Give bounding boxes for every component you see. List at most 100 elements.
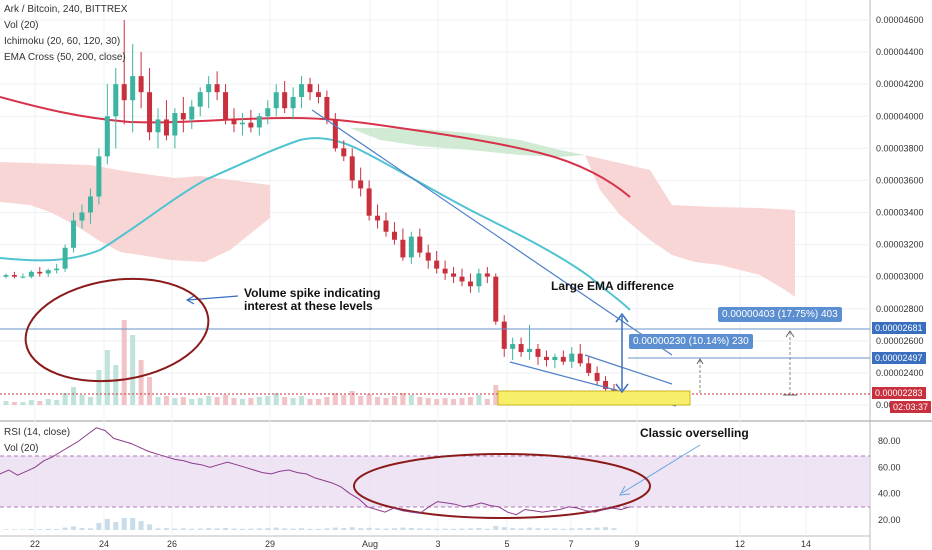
rsi-volume-bar bbox=[87, 528, 93, 530]
rsi-volume-bar bbox=[603, 527, 609, 530]
time-axis[interactable]: 22 24 26 29 Aug 3 5 7 9 12 14 bbox=[30, 539, 811, 549]
overselling-arrow bbox=[621, 444, 701, 494]
time-tick-label: 3 bbox=[435, 539, 440, 549]
rsi-volume-bar bbox=[569, 528, 575, 530]
rsi-volume-bar bbox=[484, 528, 490, 530]
volume-bar bbox=[163, 396, 169, 405]
candle-body bbox=[214, 84, 220, 93]
rsi-volume-bar bbox=[104, 519, 110, 530]
candle-body bbox=[231, 119, 237, 125]
legend-rsi-vol[interactable]: Vol (20) bbox=[4, 443, 39, 454]
volume-bar bbox=[79, 395, 85, 405]
measure-ema-difference[interactable] bbox=[615, 312, 629, 394]
rsi-ellipse[interactable] bbox=[353, 453, 651, 519]
rsi-tick-label: 20.00 bbox=[878, 515, 901, 525]
time-tick-label: 29 bbox=[265, 539, 275, 549]
rsi-tick-label: 60.00 bbox=[878, 462, 901, 472]
candle-body bbox=[28, 271, 34, 277]
time-tick-label: 24 bbox=[99, 539, 109, 549]
candle-body bbox=[20, 276, 26, 278]
rsi-volume-bar bbox=[341, 528, 347, 530]
volume-bar bbox=[11, 402, 17, 405]
rsi-volume-bar bbox=[527, 527, 533, 530]
candle-body bbox=[552, 356, 558, 361]
volume-bar bbox=[206, 396, 212, 405]
time-tick-label: 5 bbox=[504, 539, 509, 549]
candle-body bbox=[341, 148, 347, 157]
rsi-volume-bar bbox=[62, 527, 68, 530]
candle-body bbox=[467, 281, 473, 287]
rsi-volume-bar bbox=[180, 528, 186, 530]
candle-body bbox=[476, 273, 482, 287]
candle-body bbox=[434, 260, 440, 269]
candle-body bbox=[391, 231, 397, 240]
legend-ema-cross[interactable]: EMA Cross (50, 200, close) bbox=[4, 52, 126, 63]
volume-bar bbox=[349, 391, 355, 405]
upper-trendline[interactable] bbox=[311, 109, 673, 356]
candle-body bbox=[501, 321, 507, 349]
rsi-volume-bar bbox=[543, 528, 549, 530]
price-tick-label: 0.00003800 bbox=[876, 143, 924, 153]
volume-bar bbox=[239, 399, 245, 405]
ema-difference-note: Large EMA difference bbox=[551, 279, 674, 293]
price-tick-label: 0.00003400 bbox=[876, 208, 924, 218]
channel-trendline[interactable] bbox=[584, 354, 673, 385]
candle-body bbox=[3, 275, 9, 277]
measure-label-17pct[interactable]: 0.00000403 (17.75%) 403 bbox=[718, 307, 842, 322]
volume-bar bbox=[341, 395, 347, 405]
rsi-volume-bar bbox=[113, 522, 119, 530]
legend-rsi[interactable]: RSI (14, close) bbox=[4, 427, 71, 438]
volume-bar bbox=[172, 398, 178, 405]
volume-ellipse[interactable] bbox=[19, 268, 215, 393]
candle-body bbox=[206, 84, 212, 93]
rsi-volume-bar bbox=[358, 528, 364, 530]
rsi-band bbox=[0, 456, 870, 507]
volume-arrow bbox=[187, 295, 239, 301]
rsi-volume-bars bbox=[3, 518, 617, 530]
candle-body bbox=[543, 356, 549, 361]
candle-body bbox=[54, 268, 60, 271]
legend-volume[interactable]: Vol (20) bbox=[4, 20, 39, 31]
rsi-volume-bar bbox=[434, 528, 440, 530]
rsi-volume-bar bbox=[442, 528, 448, 530]
measure-label-10pct[interactable]: 0.00000230 (10.14%) 230 bbox=[629, 334, 753, 349]
volume-bar bbox=[3, 401, 9, 405]
price-axis[interactable]: 0.00004600 0.00004400 0.00004200 0.00004000… bbox=[876, 15, 924, 410]
rsi-volume-bar bbox=[79, 528, 85, 530]
price-tick-label: 0.00002400 bbox=[876, 368, 924, 378]
rsi-volume-bar bbox=[459, 528, 465, 530]
rsi-volume-bar bbox=[552, 528, 558, 530]
candle-body bbox=[256, 116, 262, 128]
candle-body bbox=[383, 220, 389, 232]
legend-ichimoku[interactable]: Ichimoku (20, 60, 120, 30) bbox=[4, 36, 121, 47]
support-zone-box[interactable] bbox=[497, 390, 691, 406]
volume-bar bbox=[273, 393, 279, 405]
volume-bar bbox=[307, 399, 313, 405]
candle-body bbox=[400, 239, 406, 258]
volume-bar bbox=[54, 400, 60, 405]
volume-bar bbox=[265, 396, 271, 405]
candle-body bbox=[96, 156, 102, 197]
volume-bar bbox=[147, 377, 153, 405]
volume-bar bbox=[96, 370, 102, 405]
candle-body bbox=[518, 344, 524, 353]
rsi-volume-bar bbox=[332, 527, 338, 530]
measure-17pct[interactable] bbox=[783, 330, 797, 396]
rsi-volume-bar bbox=[223, 528, 229, 530]
rsi-volume-bar bbox=[594, 527, 600, 530]
candle-body bbox=[349, 156, 355, 181]
rsi-volume-bar bbox=[400, 527, 406, 530]
candle-body bbox=[239, 122, 245, 125]
rsi-volume-bar bbox=[307, 528, 313, 530]
volume-bar bbox=[155, 397, 161, 405]
measure-10pct[interactable] bbox=[696, 358, 704, 395]
rsi-volume-bar bbox=[391, 528, 397, 530]
candle-body bbox=[569, 353, 575, 362]
candle-body bbox=[451, 273, 457, 277]
volume-bar bbox=[214, 397, 220, 405]
rsi-volume-bar bbox=[324, 528, 330, 530]
rsi-volume-bar bbox=[163, 528, 169, 530]
rsi-volume-bar bbox=[265, 528, 271, 530]
rsi-volume-bar bbox=[256, 528, 262, 530]
